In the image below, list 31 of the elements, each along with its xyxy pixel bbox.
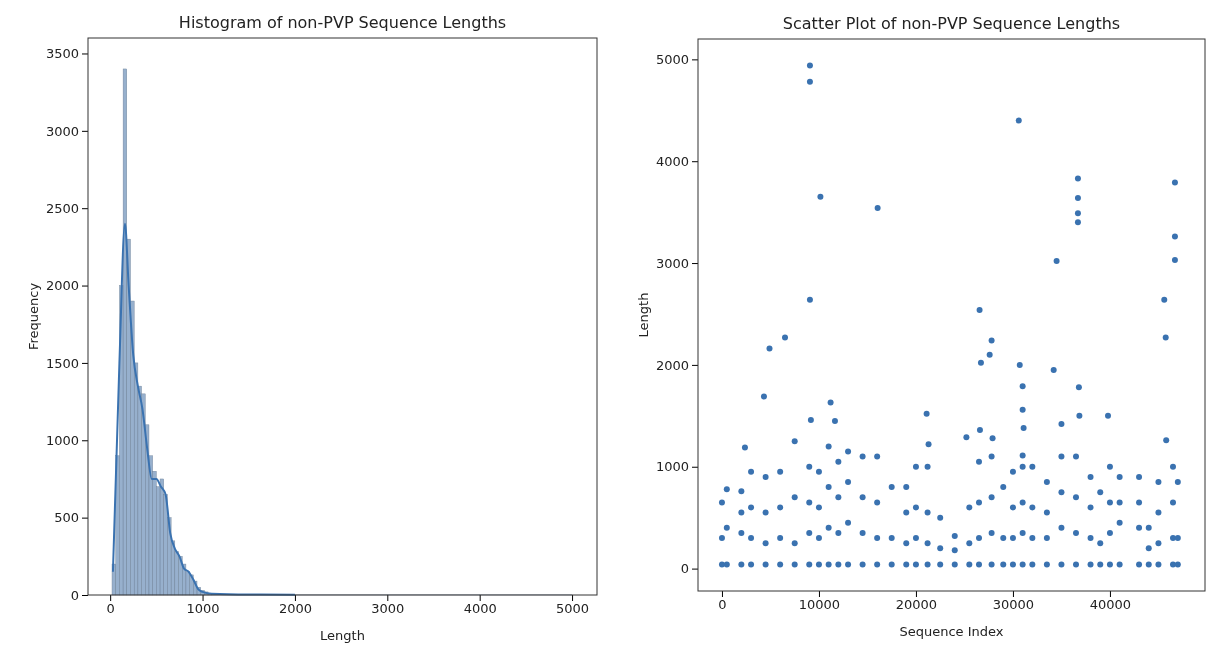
- x-tick-label: 3000: [371, 601, 405, 617]
- chart-title: Histogram of non-PVP Sequence Lengths: [178, 13, 507, 32]
- x-tick-label: 20000: [895, 597, 938, 613]
- y-tick-label: 0: [70, 587, 79, 603]
- x-tick-label: 40000: [1089, 597, 1132, 613]
- y-tick-label: 1000: [45, 432, 79, 448]
- x-tick-label: 10000: [798, 597, 841, 613]
- x-tick-label: 4000: [463, 601, 497, 617]
- y-tick-label: 2000: [45, 278, 79, 294]
- x-tick-label: 5000: [556, 601, 590, 617]
- x-tick-label: 2000: [278, 601, 312, 617]
- y-tick-label: 3500: [45, 46, 79, 62]
- y-tick-label: 4000: [655, 153, 689, 169]
- y-tick-label: 1000: [655, 459, 689, 475]
- x-tick-label: 1000: [186, 601, 220, 617]
- y-tick-label: 1500: [45, 355, 79, 371]
- y-tick-label: 3000: [45, 123, 79, 139]
- x-tick-label: 0: [718, 597, 727, 613]
- y-tick-label: 0: [680, 561, 689, 577]
- y-tick-label: 5000: [655, 52, 689, 68]
- chart-title: Scatter Plot of non-PVP Sequence Lengths: [782, 14, 1121, 33]
- x-axis-title: Length: [320, 628, 365, 643]
- y-tick-label: 2000: [655, 357, 689, 373]
- y-axis-title: Length: [636, 292, 651, 338]
- y-tick-label: 2500: [45, 200, 79, 216]
- y-tick-label: 3000: [655, 255, 689, 271]
- x-tick-label: 30000: [992, 597, 1035, 613]
- x-tick-label: 0: [106, 601, 115, 617]
- y-tick-label: 500: [54, 510, 79, 526]
- y-axis-title: Frequency: [26, 282, 41, 351]
- x-axis-title: Sequence Index: [899, 624, 1004, 639]
